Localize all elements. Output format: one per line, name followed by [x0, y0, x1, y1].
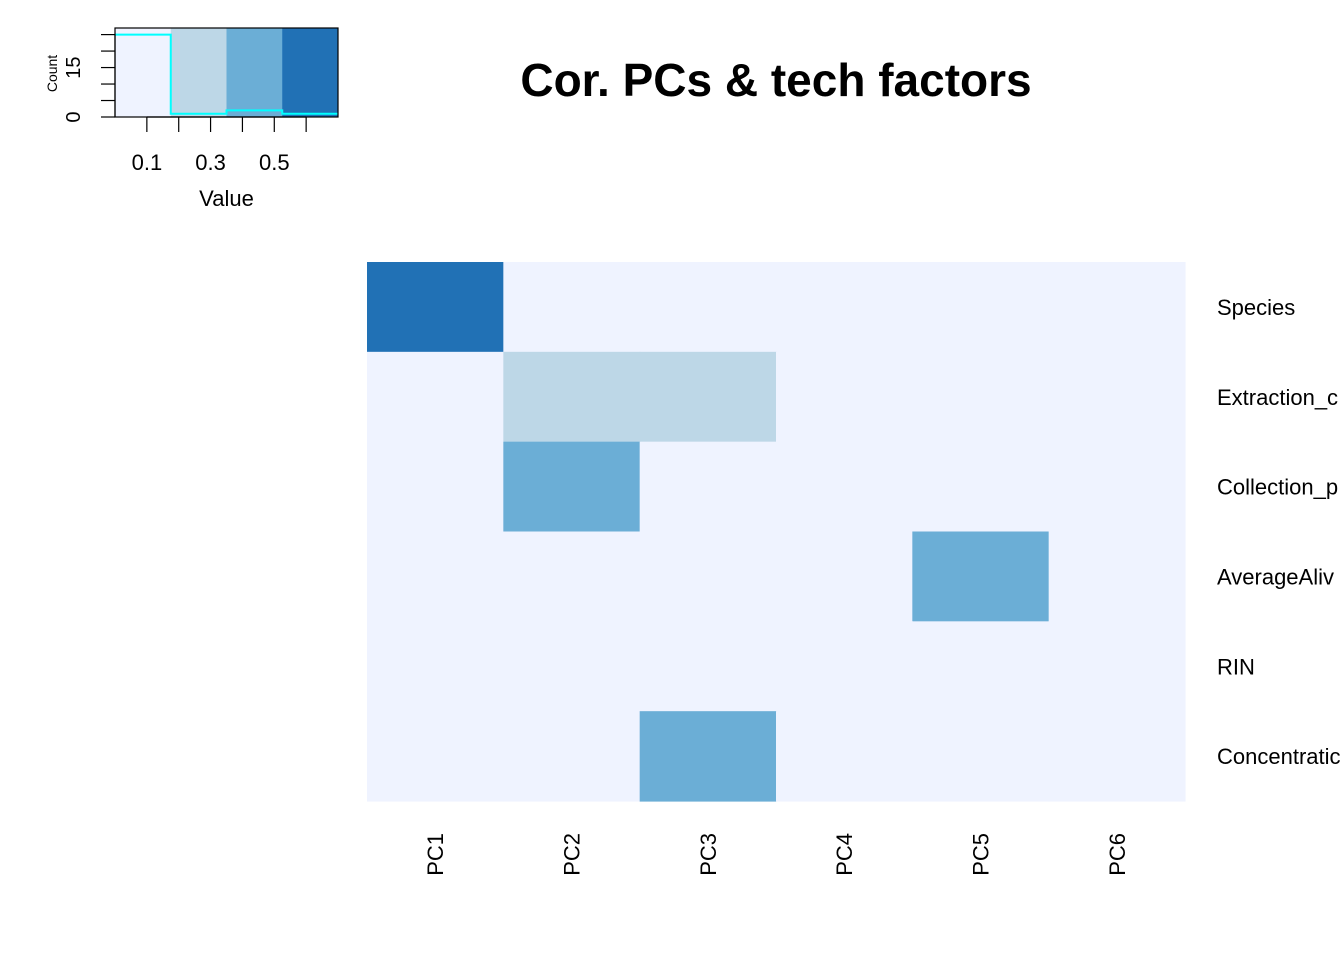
row-label: Collection_p [1217, 475, 1338, 500]
heatmap-cell [639, 711, 777, 802]
color-key-x-label: Value [199, 186, 254, 211]
heatmap-cell [639, 621, 777, 712]
chart-title: Cor. PCs & tech factors [520, 54, 1031, 106]
heatmap-cell [367, 531, 504, 622]
color-key-y-tick-label: 0 [63, 111, 85, 122]
column-label: PC4 [832, 833, 857, 876]
color-key-x-tick-label: 0.1 [132, 150, 163, 175]
heatmap-cell [776, 441, 913, 533]
heatmap-cell [639, 351, 777, 443]
row-label: AverageAliv [1217, 564, 1334, 589]
row-label: Concentratic [1217, 744, 1341, 769]
color-key-y-label: Count [44, 55, 60, 92]
heatmap-cell [367, 262, 504, 353]
heatmap-cell [1048, 711, 1186, 802]
column-label: PC2 [560, 833, 585, 876]
color-key-x-tick-label: 0.5 [259, 150, 290, 175]
heatmap-cell [367, 441, 504, 533]
row-label: Species [1217, 295, 1295, 320]
heatmap-cell [503, 441, 641, 533]
heatmap-cell [776, 621, 913, 712]
color-key-y-tick-label: 15 [63, 56, 85, 78]
heatmap-cell [1048, 262, 1186, 353]
heatmap-cell [776, 531, 913, 622]
heatmap-cell [503, 262, 641, 353]
heatmap-cell [776, 351, 913, 443]
heatmap-cell [912, 441, 1050, 533]
column-label: PC5 [969, 833, 994, 876]
column-label: PC3 [696, 833, 721, 876]
heatmap-cell [912, 621, 1050, 712]
heatmap-cell [1048, 531, 1186, 622]
heatmap-cell [912, 531, 1050, 622]
color-key-swatch [170, 28, 227, 117]
heatmap-cell [776, 262, 913, 353]
row-label: RIN [1217, 654, 1255, 679]
column-label: PC6 [1105, 833, 1130, 876]
heatmap-cell [367, 351, 504, 443]
heatmap-cell [1048, 351, 1186, 443]
heatmap-cell [912, 351, 1050, 443]
column-label: PC1 [423, 833, 448, 876]
heatmap-cell [367, 711, 504, 802]
row-labels: Species Extraction_c Collection_p AverageAl… [1217, 295, 1341, 769]
heatmap-cell [912, 262, 1050, 353]
row-label: Extraction_c [1217, 385, 1338, 410]
color-key-x-tick-label: 0.3 [195, 150, 226, 175]
heatmap-cell [1048, 441, 1186, 533]
color-key-swatch [282, 28, 339, 117]
heatmap-cell [639, 262, 777, 353]
color-key-swatch [226, 28, 283, 117]
heatmap-cell [639, 531, 777, 622]
heatmap-cell [503, 711, 641, 802]
heatmap-cells [367, 262, 1186, 802]
color-key-swatch [115, 28, 172, 117]
heatmap-cell [639, 441, 777, 533]
heatmap-cell [503, 351, 641, 443]
heatmap-cell [1048, 621, 1186, 712]
heatmap-cell [367, 621, 504, 712]
heatmap-cell [503, 621, 641, 712]
heatmap-cell [503, 531, 641, 622]
heatmap-cell [776, 711, 913, 802]
column-labels: PC1 PC2 PC3 PC4 PC5 PC6 [423, 833, 1130, 876]
color-key-histogram [115, 33, 338, 115]
heatmap-cell [912, 711, 1050, 802]
